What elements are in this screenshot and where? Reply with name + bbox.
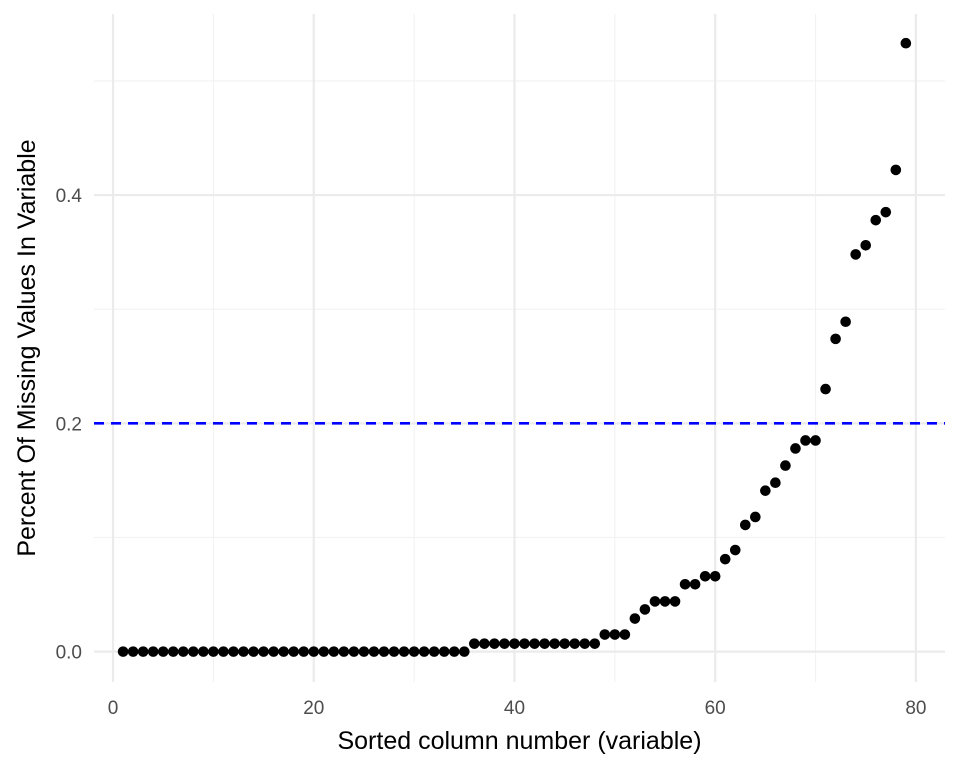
data-point [729, 544, 741, 556]
y-tick-label: 0.4 [56, 186, 83, 207]
data-point [719, 553, 731, 565]
data-point [268, 646, 279, 657]
x-tick-label: 0 [108, 698, 119, 719]
data-point [649, 596, 661, 607]
data-point [479, 638, 490, 649]
y-axis-title: Percent Of Missing Values In Variable [13, 139, 41, 556]
data-point [157, 646, 169, 657]
data-point [820, 383, 831, 395]
data-point [428, 646, 440, 657]
data-point [208, 646, 219, 657]
data-point [780, 460, 791, 471]
data-point [529, 638, 540, 649]
data-point [559, 638, 570, 649]
data-point [228, 646, 239, 657]
data-point [418, 646, 430, 657]
y-tick-label: 0.0 [56, 643, 82, 664]
data-point [117, 646, 129, 657]
x-tick-label: 80 [905, 698, 926, 719]
data-point [338, 646, 350, 657]
data-point [850, 249, 861, 260]
x-axis-title: Sorted column number (variable) [337, 727, 701, 755]
data-point [579, 638, 591, 649]
data-point [188, 646, 199, 657]
data-point [860, 239, 872, 251]
data-point [328, 646, 340, 657]
major-gridlines [94, 14, 945, 682]
data-point [137, 646, 149, 657]
data-point [368, 646, 380, 657]
data-point [218, 646, 229, 657]
data-point [408, 646, 420, 657]
data-point [248, 646, 259, 657]
data-point [348, 646, 360, 657]
data-point [358, 646, 370, 657]
data-point [760, 485, 771, 496]
x-tick-label: 60 [705, 698, 726, 719]
data-point [298, 646, 310, 657]
data-point [810, 435, 821, 446]
data-point [147, 646, 159, 657]
data-point [388, 646, 400, 657]
data-point [549, 638, 560, 649]
data-point [127, 646, 139, 657]
data-point [679, 578, 691, 590]
data-point [459, 646, 470, 657]
data-point [830, 333, 841, 345]
x-tick-label: 20 [303, 698, 324, 719]
data-point [609, 629, 621, 640]
data-point [629, 613, 641, 624]
data-point [599, 629, 611, 640]
data-point [880, 206, 892, 218]
data-point [378, 646, 390, 657]
data-point [258, 646, 269, 657]
data-point [569, 638, 580, 649]
data-point [469, 638, 480, 649]
y-axis-ticks: 0.0 0.2 0.4 [56, 186, 83, 664]
data-point [288, 646, 300, 657]
data-point [689, 578, 701, 590]
data-point [870, 214, 882, 226]
data-point [238, 646, 249, 657]
data-point [489, 638, 500, 649]
data-point [448, 646, 460, 657]
x-tick-label: 40 [504, 698, 525, 719]
data-point [709, 570, 721, 582]
data-point [438, 646, 450, 657]
minor-gridlines [94, 14, 945, 682]
data-point [639, 604, 651, 615]
data-point [308, 646, 320, 657]
y-tick-label: 0.2 [56, 414, 82, 435]
data-point [659, 596, 671, 607]
data-point [198, 646, 209, 657]
data-point [318, 646, 330, 657]
data-point [900, 37, 912, 49]
x-axis-ticks: 0 20 40 60 80 [108, 698, 927, 719]
data-point [167, 646, 179, 657]
data-point [790, 443, 801, 454]
data-point [770, 477, 781, 488]
data-point [840, 316, 851, 328]
data-points [117, 37, 912, 657]
data-point [739, 519, 751, 531]
data-point [619, 629, 631, 640]
data-point [589, 638, 601, 649]
data-point [398, 646, 410, 657]
data-point [890, 164, 902, 176]
data-point [178, 646, 189, 657]
data-point [539, 638, 550, 649]
data-point [278, 646, 289, 657]
data-point [509, 638, 520, 649]
data-point [750, 511, 761, 523]
data-point [800, 435, 811, 446]
data-point [669, 596, 681, 607]
data-point [499, 638, 510, 649]
data-point [519, 638, 530, 649]
data-point [699, 570, 711, 582]
